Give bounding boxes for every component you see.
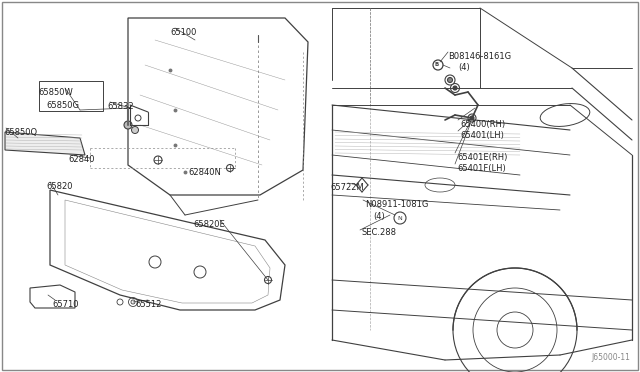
Text: 65820: 65820 <box>46 182 72 191</box>
Text: 65850G: 65850G <box>46 101 79 110</box>
Text: 65722M: 65722M <box>330 183 364 192</box>
Text: 65401E(RH): 65401E(RH) <box>457 153 508 162</box>
Text: 65850W: 65850W <box>38 88 73 97</box>
Text: 65512: 65512 <box>135 300 161 309</box>
Text: 65400(RH): 65400(RH) <box>460 120 505 129</box>
Circle shape <box>131 126 138 134</box>
Text: 65850Q: 65850Q <box>4 128 37 137</box>
Circle shape <box>394 212 406 224</box>
Text: B08146-8161G: B08146-8161G <box>448 52 511 61</box>
Circle shape <box>154 156 162 164</box>
Circle shape <box>264 276 271 283</box>
Text: 65401(LH): 65401(LH) <box>460 131 504 140</box>
Text: 65100: 65100 <box>170 28 196 37</box>
Text: B: B <box>435 62 439 67</box>
Text: SEC.288: SEC.288 <box>362 228 397 237</box>
Text: 65401F(LH): 65401F(LH) <box>457 164 506 173</box>
Text: 65710: 65710 <box>52 300 79 309</box>
Circle shape <box>227 164 234 171</box>
Text: 62840N: 62840N <box>188 168 221 177</box>
Circle shape <box>445 75 455 85</box>
Circle shape <box>433 60 443 70</box>
Circle shape <box>453 86 457 90</box>
Text: (4): (4) <box>373 212 385 221</box>
Text: 62840: 62840 <box>68 155 95 164</box>
Text: 65832: 65832 <box>107 102 134 111</box>
Polygon shape <box>5 132 85 155</box>
Circle shape <box>447 77 452 83</box>
Text: J65000-11: J65000-11 <box>591 353 630 362</box>
Text: 65820E: 65820E <box>193 220 225 229</box>
Circle shape <box>468 114 476 122</box>
Circle shape <box>124 121 132 129</box>
Circle shape <box>451 83 460 93</box>
Text: (4): (4) <box>458 63 470 72</box>
Text: N: N <box>397 215 403 221</box>
Circle shape <box>470 116 474 120</box>
Text: N08911-1081G: N08911-1081G <box>365 200 428 209</box>
